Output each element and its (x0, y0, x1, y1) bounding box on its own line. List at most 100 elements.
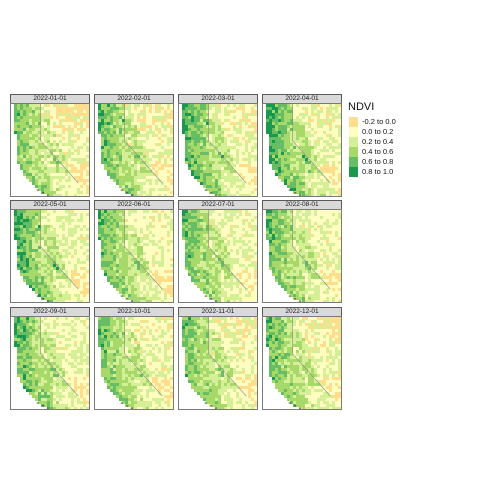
island-mark (294, 405, 297, 407)
ndvi-map (262, 316, 342, 410)
ndvi-map (10, 316, 90, 410)
island-mark (42, 405, 45, 407)
island-mark (120, 402, 123, 404)
state-border-line (124, 317, 163, 397)
ndvi-raster (182, 104, 257, 196)
ndvi-raster (98, 210, 173, 302)
facet-panel: 2022-05-01 (10, 200, 90, 303)
island-mark (294, 298, 297, 300)
legend-item: 0.8 to 1.0 (348, 167, 438, 177)
island-mark (298, 194, 301, 196)
island-mark (210, 405, 213, 407)
legend-swatch (349, 147, 358, 157)
island-mark (288, 189, 291, 191)
island-mark (130, 300, 133, 302)
island-mark (214, 407, 217, 409)
ndvi-map (178, 316, 258, 410)
ndvi-map (94, 316, 174, 410)
island-mark (42, 298, 45, 300)
state-border-line (40, 104, 79, 184)
legend-label: 0.0 to 0.2 (362, 127, 394, 136)
facet-panel: 2022-02-01 (94, 94, 174, 197)
state-border-line (40, 210, 79, 290)
legend-label: 0.2 to 0.4 (362, 137, 394, 146)
ndvi-raster (266, 210, 341, 302)
ndvi-raster (182, 210, 257, 302)
state-border-line (208, 210, 247, 290)
facet-panel: 2022-07-01 (178, 200, 258, 303)
ndvi-map (178, 103, 258, 197)
island-mark (298, 407, 301, 409)
legend-title: NDVI (348, 101, 375, 113)
facet-panel: 2022-06-01 (94, 200, 174, 303)
facet-panel: 2022-10-01 (94, 307, 174, 410)
facet-panel: 2022-09-01 (10, 307, 90, 410)
island-mark (210, 298, 213, 300)
state-border-line (292, 210, 331, 290)
island-mark (120, 189, 123, 191)
facet-panel: 2022-08-01 (262, 200, 342, 303)
state-border-line (292, 317, 331, 397)
island-mark (46, 407, 49, 409)
legend-swatch (349, 117, 358, 127)
island-mark (204, 189, 207, 191)
legend-item: 0.4 to 0.6 (348, 147, 438, 157)
facet-panel: 2022-03-01 (178, 94, 258, 197)
ndvi-raster (14, 317, 89, 409)
island-mark (294, 192, 297, 194)
ndvi-raster (266, 317, 341, 409)
ndvi-raster (98, 104, 173, 196)
island-mark (36, 189, 39, 191)
ndvi-raster (266, 104, 341, 196)
facet-panel: 2022-01-01 (10, 94, 90, 197)
ndvi-map (94, 103, 174, 197)
ndvi-map (94, 209, 174, 303)
island-mark (36, 295, 39, 297)
island-mark (288, 402, 291, 404)
island-mark (46, 194, 49, 196)
ndvi-map (262, 209, 342, 303)
island-mark (298, 300, 301, 302)
legend-label: 0.8 to 1.0 (362, 167, 394, 176)
state-border-line (208, 104, 247, 184)
legend-swatch (349, 167, 358, 177)
legend-label: 0.4 to 0.6 (362, 147, 394, 156)
island-mark (126, 405, 129, 407)
ndvi-raster (182, 317, 257, 409)
island-mark (46, 300, 49, 302)
legend-item: 0.2 to 0.4 (348, 137, 438, 147)
legend-swatch (349, 127, 358, 137)
state-border-line (292, 104, 331, 184)
island-mark (126, 298, 129, 300)
legend-item: 0.0 to 0.2 (348, 127, 438, 137)
legend-label: -0.2 to 0.0 (362, 117, 396, 126)
island-mark (214, 194, 217, 196)
ndvi-raster (14, 210, 89, 302)
legend-swatch (349, 157, 358, 167)
ndvi-raster (14, 104, 89, 196)
state-border-line (124, 104, 163, 184)
island-mark (204, 295, 207, 297)
island-mark (210, 192, 213, 194)
facet-panel: 2022-04-01 (262, 94, 342, 197)
legend-item: 0.6 to 0.8 (348, 157, 438, 167)
ndvi-raster (98, 317, 173, 409)
state-border-line (40, 317, 79, 397)
island-mark (288, 295, 291, 297)
island-mark (42, 192, 45, 194)
island-mark (126, 192, 129, 194)
island-mark (130, 407, 133, 409)
legend-swatch (349, 137, 358, 147)
facet-panel: 2022-12-01 (262, 307, 342, 410)
island-mark (204, 402, 207, 404)
ndvi-map (178, 209, 258, 303)
ndvi-map (10, 103, 90, 197)
legend-item: -0.2 to 0.0 (348, 117, 438, 127)
state-border-line (208, 317, 247, 397)
island-mark (214, 300, 217, 302)
ndvi-legend: NDVI -0.2 to 0.0 0.0 to 0.2 0.2 to 0.4 0.4 … (348, 101, 438, 177)
ndvi-map (262, 103, 342, 197)
legend-label: 0.6 to 0.8 (362, 157, 394, 166)
facet-panel: 2022-11-01 (178, 307, 258, 410)
island-mark (36, 402, 39, 404)
